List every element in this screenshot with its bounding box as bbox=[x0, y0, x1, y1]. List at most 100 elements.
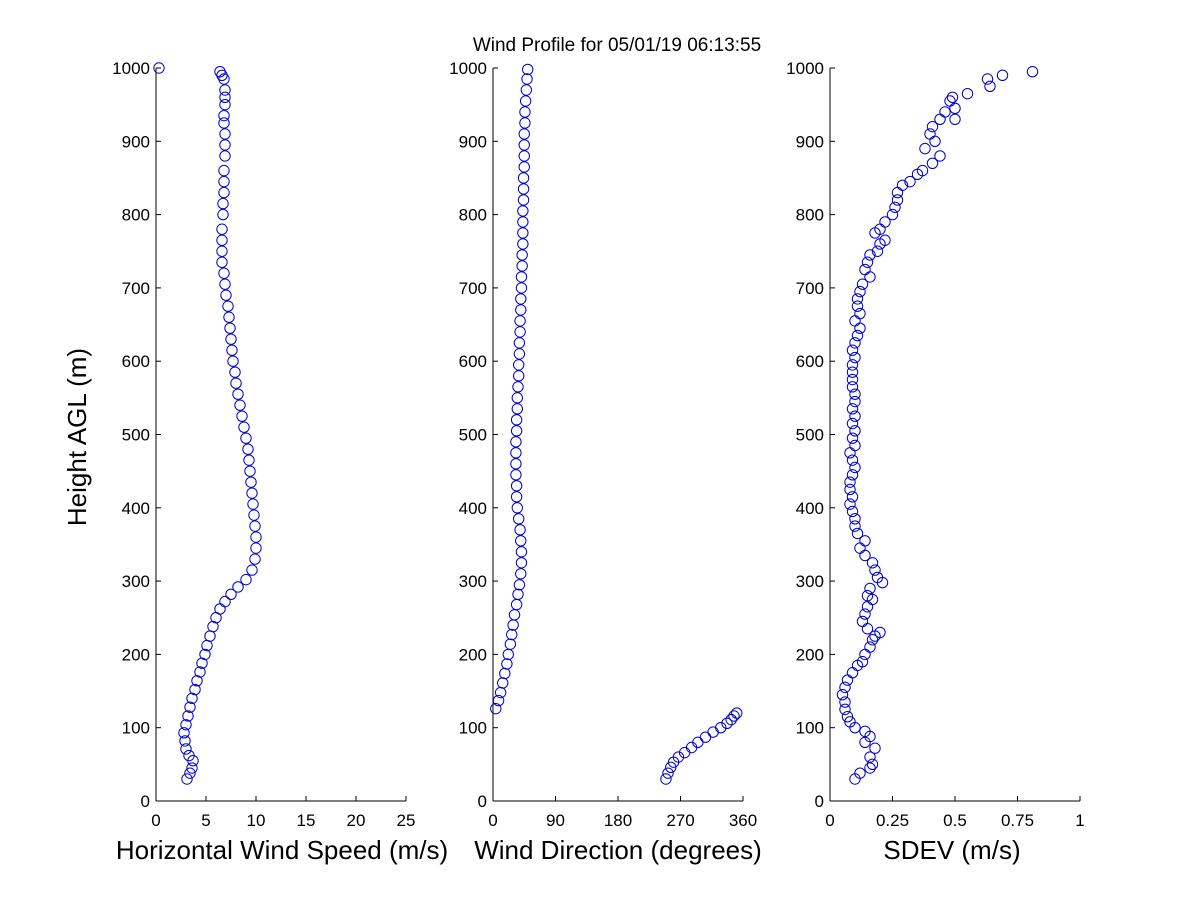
data-point bbox=[510, 598, 523, 611]
x-tick-label: 90 bbox=[546, 811, 565, 830]
data-point bbox=[223, 311, 235, 323]
data-point bbox=[672, 751, 685, 763]
data-point bbox=[232, 581, 244, 593]
data-point bbox=[961, 87, 974, 100]
y-tick-label: 700 bbox=[796, 279, 824, 298]
data-point bbox=[844, 483, 856, 496]
data-point bbox=[515, 557, 528, 569]
data-point bbox=[219, 595, 231, 608]
data-point bbox=[219, 278, 231, 290]
data-point bbox=[839, 696, 851, 708]
y-tick-label: 400 bbox=[459, 499, 487, 518]
data-point bbox=[846, 373, 859, 386]
data-point bbox=[849, 520, 861, 532]
data-point bbox=[839, 681, 851, 694]
data-point bbox=[510, 458, 522, 470]
data-point bbox=[866, 557, 879, 569]
data-point bbox=[219, 139, 231, 151]
data-point bbox=[222, 300, 234, 312]
data-point bbox=[934, 150, 946, 162]
data-point bbox=[181, 773, 193, 785]
data-point bbox=[849, 461, 861, 474]
x-axis-label: Wind Direction (degrees) bbox=[474, 835, 762, 865]
data-point bbox=[866, 634, 879, 646]
data-point bbox=[851, 300, 864, 312]
sdev-panel: 0 100 200 300 400 500 600 700 800 900 1000 0 0.25 0.5… bbox=[786, 59, 1085, 865]
x-tick-label: 0 bbox=[825, 811, 834, 830]
data-point bbox=[929, 135, 941, 148]
data-point bbox=[229, 366, 241, 378]
data-point bbox=[518, 161, 530, 173]
data-point bbox=[715, 722, 727, 734]
data-point bbox=[854, 307, 866, 320]
data-point bbox=[846, 469, 859, 481]
data-point bbox=[517, 194, 530, 206]
data-point bbox=[926, 120, 939, 133]
data-point bbox=[851, 293, 864, 305]
data-point bbox=[926, 157, 939, 169]
data-point bbox=[864, 751, 876, 763]
data-point bbox=[874, 626, 886, 639]
data-point bbox=[731, 707, 743, 719]
x-tick-label: 25 bbox=[397, 811, 416, 830]
y-tick-label: 1000 bbox=[112, 59, 150, 78]
data-point bbox=[864, 271, 876, 283]
data-point bbox=[869, 742, 881, 754]
data-point bbox=[515, 271, 528, 283]
data-point bbox=[874, 238, 886, 250]
data-point bbox=[919, 142, 931, 155]
data-point bbox=[876, 576, 889, 589]
y-tick-label: 500 bbox=[459, 426, 487, 445]
data-point bbox=[844, 447, 856, 459]
data-point bbox=[846, 366, 859, 378]
data-point bbox=[510, 469, 522, 481]
data-point bbox=[859, 535, 871, 547]
data-point bbox=[512, 588, 524, 600]
data-point bbox=[517, 183, 530, 195]
data-point bbox=[219, 150, 231, 162]
y-tick-label: 800 bbox=[459, 206, 487, 225]
data-point bbox=[180, 743, 192, 755]
data-point bbox=[184, 701, 196, 713]
data-point bbox=[851, 329, 864, 342]
data-point bbox=[507, 619, 519, 631]
y-tick-label: 100 bbox=[459, 719, 487, 738]
data-point bbox=[849, 439, 861, 452]
data-point bbox=[518, 150, 530, 162]
data-point bbox=[864, 762, 876, 774]
data-point bbox=[946, 91, 959, 104]
data-point bbox=[246, 487, 258, 499]
data-point bbox=[846, 667, 859, 679]
y-tick-label: 300 bbox=[459, 572, 487, 591]
data-point bbox=[240, 573, 252, 586]
data-point bbox=[184, 767, 196, 779]
data-point bbox=[849, 410, 861, 422]
data-point bbox=[911, 168, 924, 180]
data-point bbox=[692, 736, 704, 749]
data-point bbox=[240, 432, 252, 444]
y-tick-label: 400 bbox=[796, 499, 824, 518]
data-point bbox=[996, 69, 1009, 82]
data-point bbox=[513, 348, 526, 360]
data-point bbox=[514, 524, 526, 536]
x-tick-label: 1 bbox=[1075, 811, 1084, 830]
x-tick-label: 0 bbox=[488, 811, 497, 830]
data-point bbox=[844, 498, 856, 510]
figure-title: Wind Profile for 05/01/19 06:13:55 bbox=[473, 35, 761, 56]
data-point bbox=[859, 263, 871, 276]
data-point bbox=[219, 128, 231, 140]
data-point bbox=[861, 601, 874, 613]
wind-speed-panel: 0 100 200 300 400 500 600 700 800 900 1000 0 5 10 15 20… bbox=[112, 59, 448, 865]
data-point bbox=[515, 304, 527, 316]
data-point bbox=[846, 381, 859, 393]
x-tick-label: 0.25 bbox=[876, 811, 909, 830]
data-point bbox=[224, 322, 236, 334]
y-tick-label: 300 bbox=[796, 572, 824, 591]
data-point bbox=[234, 399, 246, 411]
data-point bbox=[217, 197, 229, 210]
data-point bbox=[492, 694, 505, 707]
data-point bbox=[662, 767, 674, 779]
data-point bbox=[510, 414, 523, 426]
data-point bbox=[210, 612, 222, 624]
data-point bbox=[494, 686, 507, 699]
